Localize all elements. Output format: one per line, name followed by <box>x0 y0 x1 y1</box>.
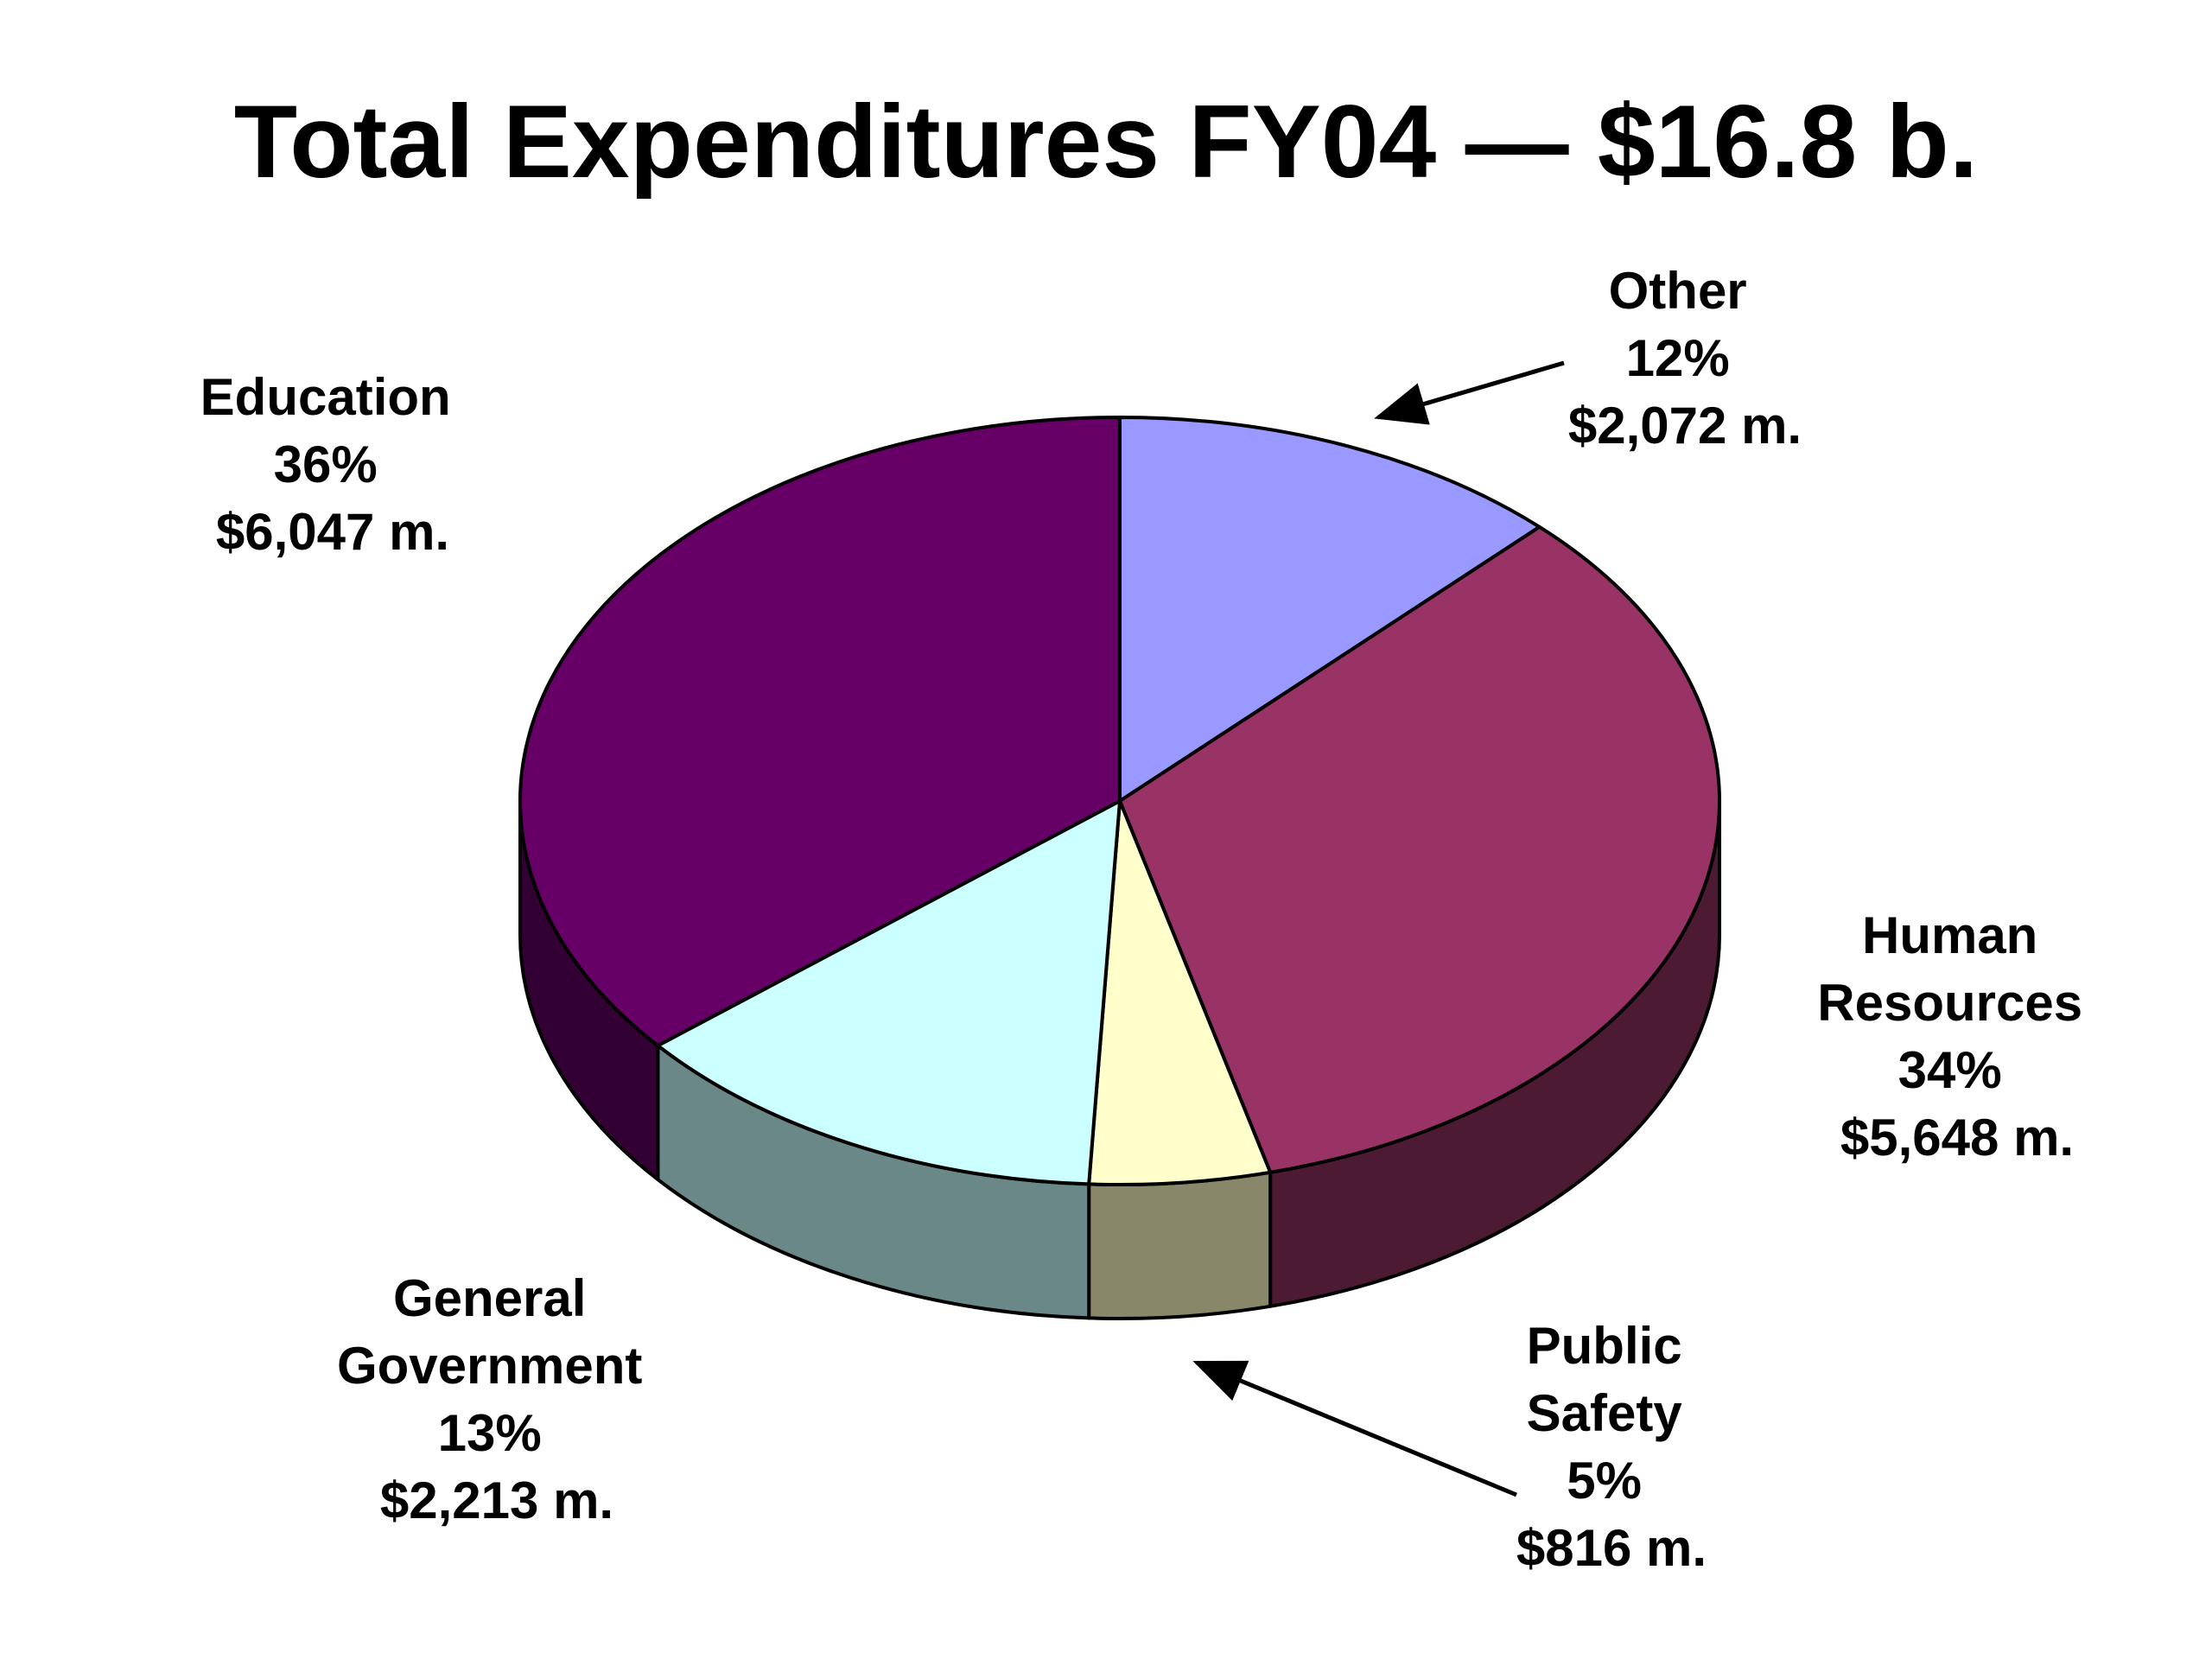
label-general-government-name-1: General <box>393 1269 586 1327</box>
pie-side-public-safety <box>1087 1170 1273 1320</box>
label-other-amount: $2,072 m. <box>1568 397 1802 454</box>
arrow-other <box>1374 360 1565 425</box>
label-general-government-name-2: Government <box>337 1337 642 1395</box>
label-human-resources-percent: 34% <box>1898 1041 2002 1099</box>
pie-slice-other <box>1118 416 1541 803</box>
label-human-resources-name-1: Human <box>1862 906 2037 964</box>
label-other-percent: 12% <box>1626 329 1730 387</box>
pie-slice-public-safety <box>1087 799 1273 1186</box>
label-public-safety-name-2: Safety <box>1527 1384 1683 1442</box>
label-education-amount: $6,047 m. <box>216 503 449 561</box>
label-education-percent: 36% <box>274 435 378 493</box>
label-human-resources: Human Resources 34% $5,648 m. <box>1817 906 2097 1166</box>
label-education: Education 36% $6,047 m. <box>200 368 466 561</box>
arrow-public-safety <box>1192 1360 1517 1497</box>
chart-title: Total Expenditures FY04 — $16.8 b. <box>234 84 1978 200</box>
label-human-resources-name-2: Resources <box>1817 974 2082 1032</box>
pie-slice-general-government <box>656 799 1122 1186</box>
pie-slice-human-resources <box>1118 524 1721 1174</box>
pie-top-slices <box>518 416 1721 1186</box>
label-general-government-amount: $2,213 m. <box>380 1471 613 1529</box>
label-public-safety-name-1: Public <box>1527 1317 1682 1375</box>
label-public-safety: Public Safety 5% $816 m. <box>1516 1317 1707 1577</box>
label-general-government: General Government 13% $2,213 m. <box>337 1269 657 1529</box>
label-other: Other 12% $2,072 m. <box>1568 262 1802 454</box>
label-other-name: Other <box>1609 262 1747 320</box>
label-education-name: Education <box>200 368 451 426</box>
label-general-government-percent: 13% <box>438 1404 542 1462</box>
label-public-safety-percent: 5% <box>1567 1452 1642 1510</box>
leader-arrows <box>1192 360 1565 1497</box>
label-human-resources-amount: $5,648 m. <box>1840 1109 2074 1166</box>
pie-slice-education <box>518 416 1122 1048</box>
label-public-safety-amount: $816 m. <box>1516 1519 1707 1577</box>
